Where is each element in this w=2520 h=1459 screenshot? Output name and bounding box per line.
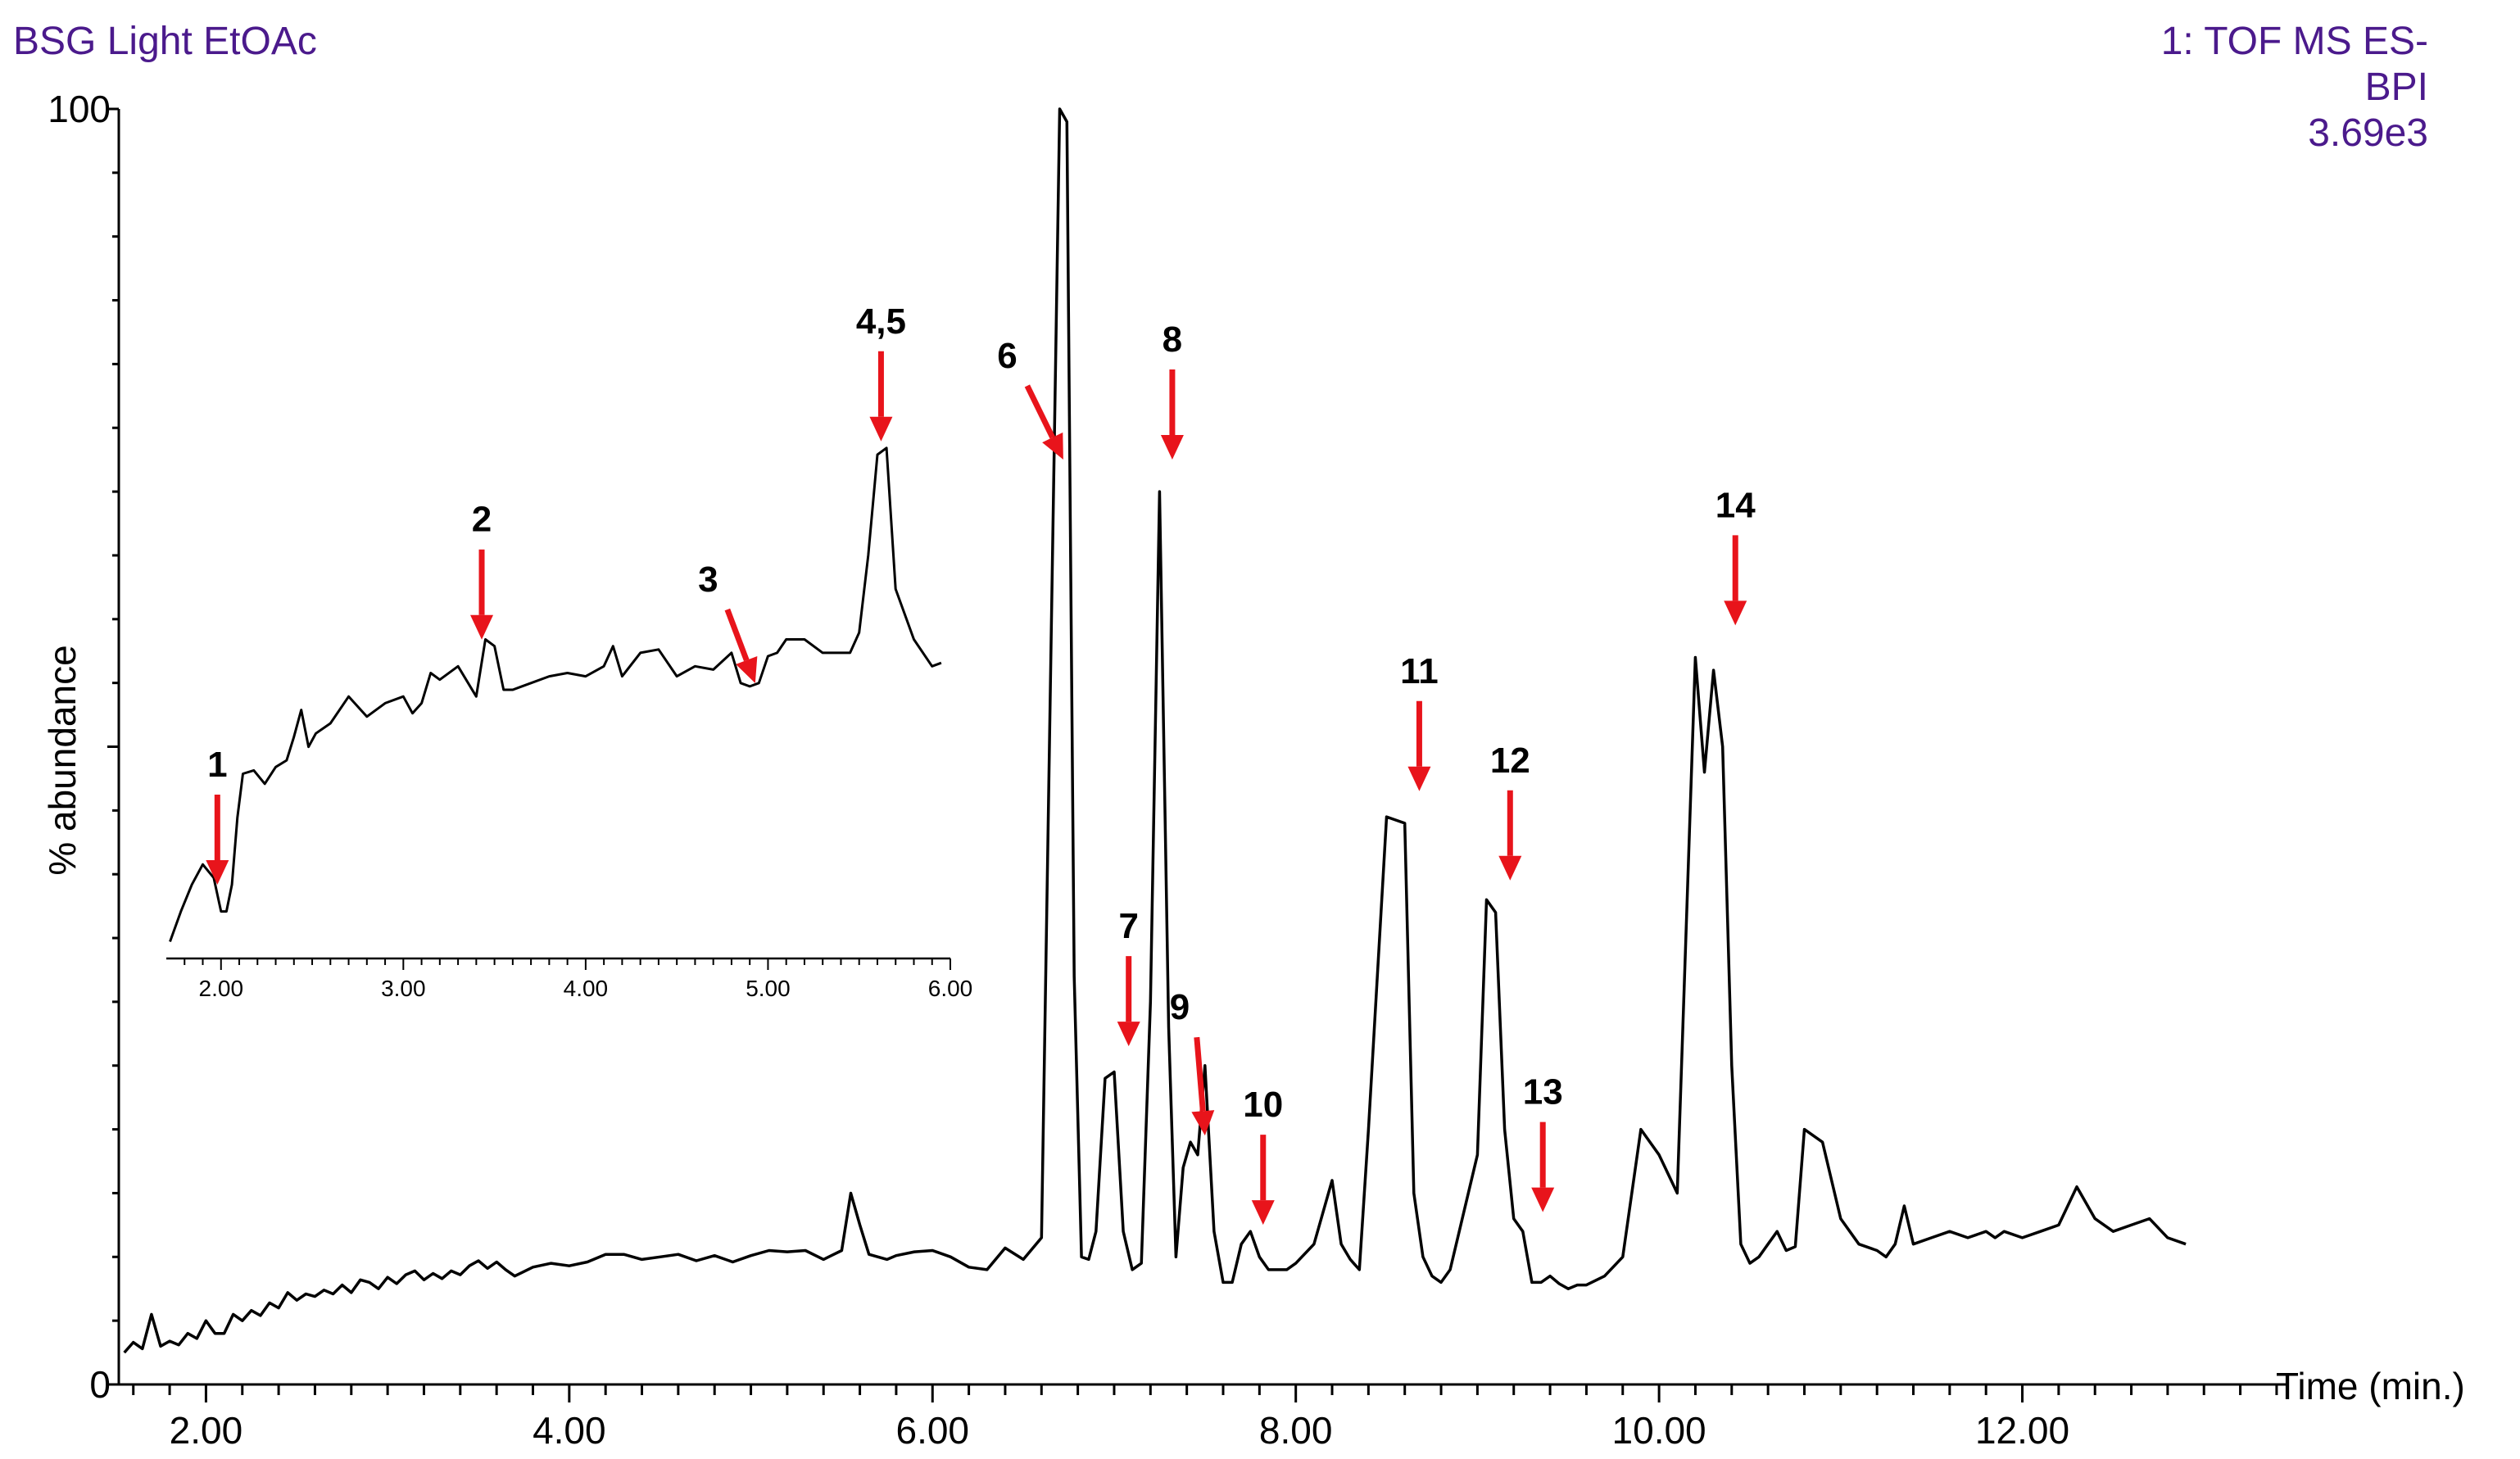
peak-label: 1 <box>207 745 227 785</box>
peak-arrow-6: 6 <box>997 336 1063 460</box>
x-tick-label: 6.00 <box>895 1409 969 1452</box>
peak-label: 3 <box>698 560 718 600</box>
bpi-trace <box>123 107 2187 1354</box>
peak-label: 12 <box>1490 741 1530 781</box>
peak-arrow-8: 8 <box>1160 319 1184 460</box>
peak-arrow-14: 14 <box>1716 485 1756 626</box>
peak-label: 6 <box>997 336 1017 376</box>
inset-x-tick-label: 4.00 <box>564 976 609 1001</box>
peak-arrow-10: 10 <box>1243 1085 1283 1226</box>
x-tick-label: 4.00 <box>533 1409 606 1452</box>
arrow-head <box>206 860 229 885</box>
arrow-head <box>1407 766 1431 791</box>
peak-arrow-12: 12 <box>1490 741 1530 881</box>
inset-x-tick-label: 5.00 <box>746 976 791 1001</box>
sample-name: BSG Light EtOAc <box>13 20 317 63</box>
inset-x-tick-label: 2.00 <box>199 976 244 1001</box>
inset-x-tick-label: 3.00 <box>381 976 426 1001</box>
intensity-label: 3.69e3 <box>2308 111 2428 155</box>
arrow-head <box>1042 432 1063 460</box>
arrow-head <box>1498 855 1522 881</box>
peak-label: 4,5 <box>856 301 906 342</box>
peak-label: 7 <box>1118 906 1138 946</box>
arrow-shaft <box>1194 1036 1206 1112</box>
instrument-label: 1: TOF MS ES- <box>2161 20 2428 63</box>
arrow-shaft <box>724 608 750 662</box>
peak-arrow-13: 13 <box>1523 1072 1563 1212</box>
x-axis-label: Time (min.) <box>2276 1365 2465 1407</box>
peak-arrow-11: 11 <box>1400 651 1439 791</box>
y-axis-label: % abundance <box>41 645 84 875</box>
arrow-head <box>1251 1200 1275 1226</box>
peak-arrow-7: 7 <box>1117 906 1140 1047</box>
peak-arrow-9: 9 <box>1170 987 1215 1136</box>
arrow-shaft <box>1024 384 1055 439</box>
y-tick-label: 0 <box>89 1363 111 1406</box>
peak-label: 14 <box>1716 485 1756 525</box>
arrow-head <box>1191 1110 1215 1136</box>
inset-chart: 2.00 3.00 4.00 5.00 6.00 1 2 3 4,5 <box>166 301 972 1001</box>
arrow-head <box>736 655 758 683</box>
x-tick-label: 12.00 <box>1975 1409 2069 1452</box>
inset-x-tick-label: 6.00 <box>928 976 973 1001</box>
peak-label: 10 <box>1243 1085 1283 1125</box>
x-tick-label: 8.00 <box>1259 1409 1333 1452</box>
peak-label: 9 <box>1170 987 1190 1027</box>
x-tick-label: 10.00 <box>1612 1409 1706 1452</box>
trace-type-label: BPI <box>2365 66 2428 109</box>
main-chart: 2.00 4.00 6.00 8.00 10.00 12.0001006789101112… <box>48 88 2286 1452</box>
arrow-head <box>1117 1022 1140 1047</box>
arrow-head <box>1724 600 1747 626</box>
peak-label: 13 <box>1523 1072 1563 1112</box>
arrow-head <box>1531 1187 1555 1212</box>
peak-arrow-inset-3: 3 <box>698 560 758 683</box>
peak-label: 11 <box>1400 651 1439 691</box>
peak-label: 8 <box>1163 319 1182 360</box>
peak-label: 2 <box>472 500 492 540</box>
arrow-head <box>470 614 494 640</box>
x-tick-label: 2.00 <box>170 1409 243 1452</box>
peak-arrow-inset-1: 1 <box>206 745 229 885</box>
inset-bpi-trace <box>169 446 942 943</box>
y-tick-label: 100 <box>48 88 111 130</box>
peak-arrow-inset-2: 2 <box>470 500 494 640</box>
arrow-head <box>869 416 893 442</box>
arrow-head <box>1160 434 1184 460</box>
peak-arrow-inset-4-5: 4,5 <box>856 301 906 442</box>
